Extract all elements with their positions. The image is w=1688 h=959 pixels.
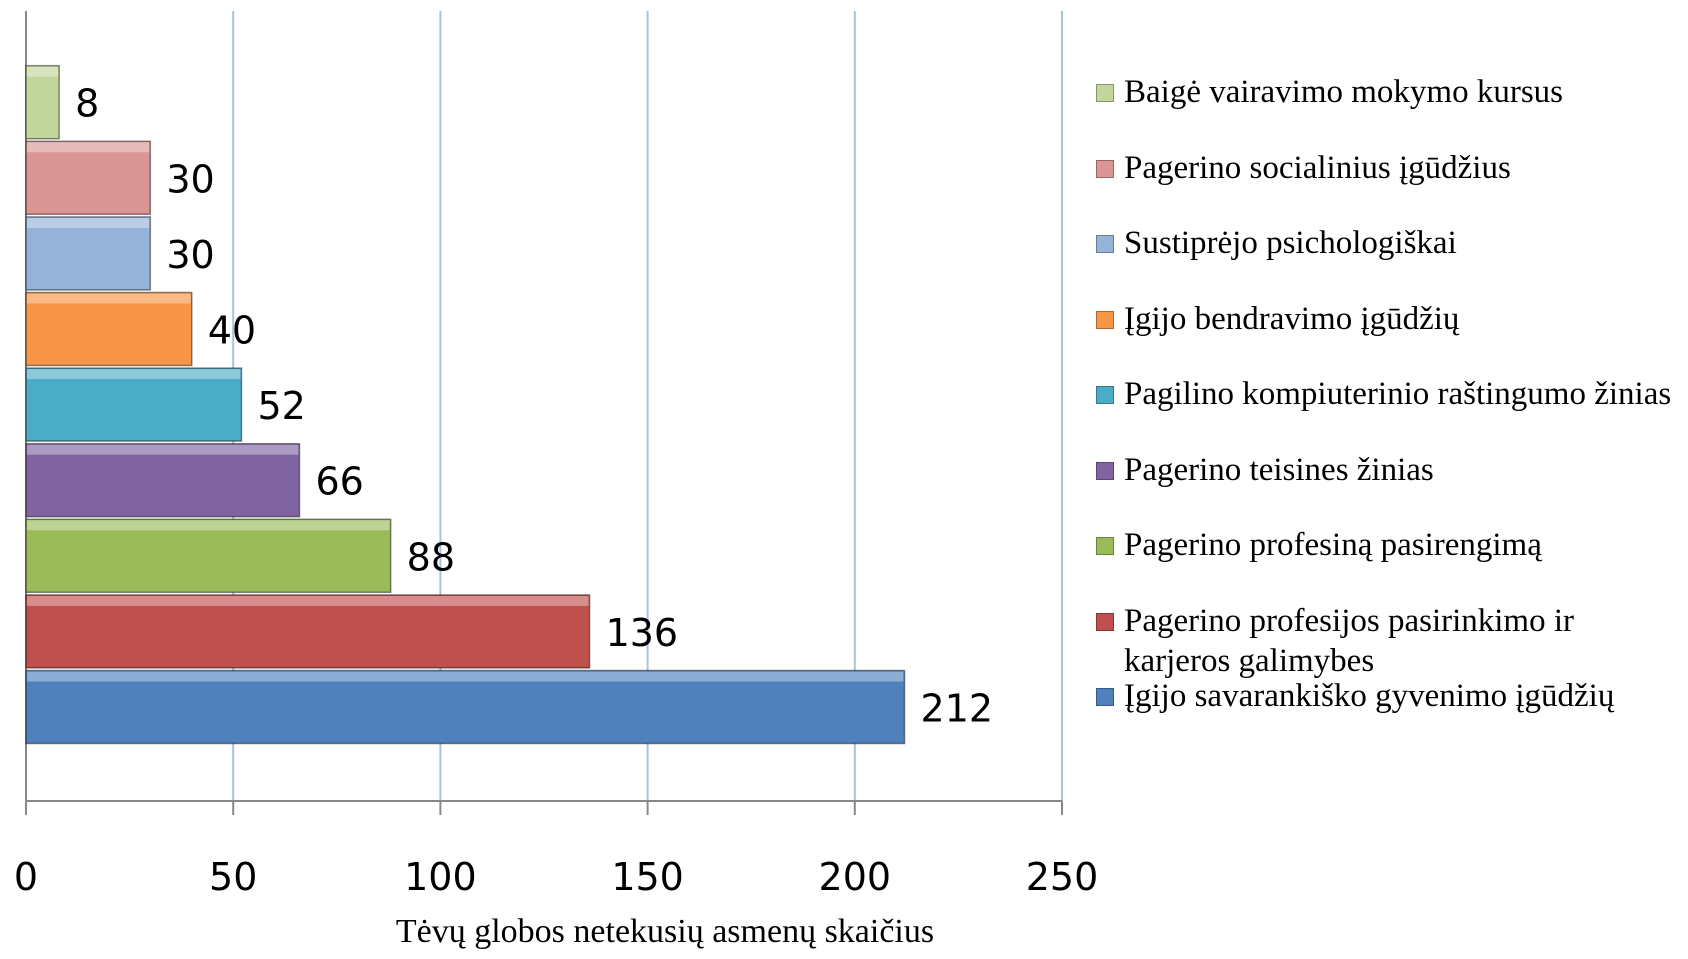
- bar: [25, 64, 60, 140]
- bar: [25, 216, 152, 291]
- bar-highlight: [27, 217, 150, 228]
- bar-highlight: [27, 293, 191, 304]
- value-label: 8: [75, 82, 99, 126]
- legend-item: Pagerino teisines žinias: [1096, 450, 1686, 490]
- legend-item: Baigė vairavimo mokymo kursus: [1096, 72, 1686, 112]
- bar-highlight: [27, 520, 390, 531]
- legend-label: Pagilino kompiuterinio raštingumo žinias: [1124, 376, 1672, 412]
- value-label: 30: [166, 233, 214, 277]
- legend-swatch: [1096, 235, 1114, 253]
- legend-label: Baigė vairavimo mokymo kursus: [1124, 74, 1564, 110]
- bar: [25, 518, 392, 594]
- legend-swatch: [1096, 537, 1114, 555]
- value-label: 66: [316, 460, 364, 504]
- bar: [25, 442, 301, 518]
- value-label: 88: [407, 535, 455, 579]
- bar-highlight: [27, 595, 589, 606]
- x-tick-label: 200: [819, 855, 892, 899]
- bar: [25, 140, 152, 216]
- value-label: 40: [208, 309, 256, 353]
- value-label: 30: [166, 157, 214, 201]
- bar-highlight: [27, 142, 150, 153]
- legend-item: Sustiprėjo psichologiškai: [1096, 223, 1686, 263]
- x-tick-label: 100: [404, 855, 477, 899]
- legend-label: Pagerino profesiną pasirengimą: [1124, 527, 1542, 563]
- legend-swatch: [1096, 84, 1114, 102]
- bar: [25, 594, 591, 669]
- legend-label: Sustiprėjo psichologiškai: [1124, 225, 1457, 261]
- legend-swatch: [1096, 461, 1114, 480]
- legend-label: Įgijo savarankiško gyvenimo įgūdžių: [1124, 678, 1615, 714]
- legend-swatch: [1096, 612, 1114, 631]
- legend-swatch: [1096, 310, 1114, 329]
- legend-swatch: [1096, 688, 1114, 706]
- legend-label: Pagerino socialinius įgūdžius: [1124, 149, 1511, 186]
- value-label: 52: [257, 384, 305, 428]
- legend-label: Įgijo bendravimo įgūdžių: [1124, 300, 1460, 337]
- legend-item: Įgijo bendravimo įgūdžių: [1096, 299, 1686, 339]
- bar: [25, 367, 243, 442]
- legend-swatch: [1096, 159, 1114, 178]
- bar-highlight: [27, 671, 904, 682]
- x-tick-label: 0: [14, 855, 38, 899]
- bar-highlight: [27, 369, 241, 380]
- legend-item: Pagilino kompiuterinio raštingumo žinias: [1096, 374, 1686, 414]
- x-tick-label: 50: [209, 855, 257, 899]
- bar-highlight: [27, 444, 299, 455]
- legend-label: Pagerino profesijos pasirinkimo ir karje…: [1124, 602, 1575, 679]
- legend-item: Pagerino profesiną pasirengimą: [1096, 525, 1686, 565]
- x-axis-title: Tėvų globos netekusių asmenų skaičius: [396, 913, 934, 950]
- x-tick-label: 150: [611, 855, 684, 899]
- value-label: 136: [606, 611, 679, 655]
- bar-highlight: [27, 66, 59, 77]
- legend-item: Pagerino socialinius įgūdžius: [1096, 148, 1686, 188]
- legend-item: Pagerino profesijos pasirinkimo ir karje…: [1096, 601, 1686, 681]
- value-label: 212: [921, 687, 994, 731]
- legend-item: Įgijo savarankiško gyvenimo įgūdžių: [1096, 676, 1686, 716]
- legend-swatch: [1096, 386, 1114, 404]
- bar: [25, 669, 906, 745]
- bar: [25, 291, 193, 367]
- x-tick-label: 250: [1026, 855, 1099, 899]
- legend-label: Pagerino teisines žinias: [1124, 451, 1434, 488]
